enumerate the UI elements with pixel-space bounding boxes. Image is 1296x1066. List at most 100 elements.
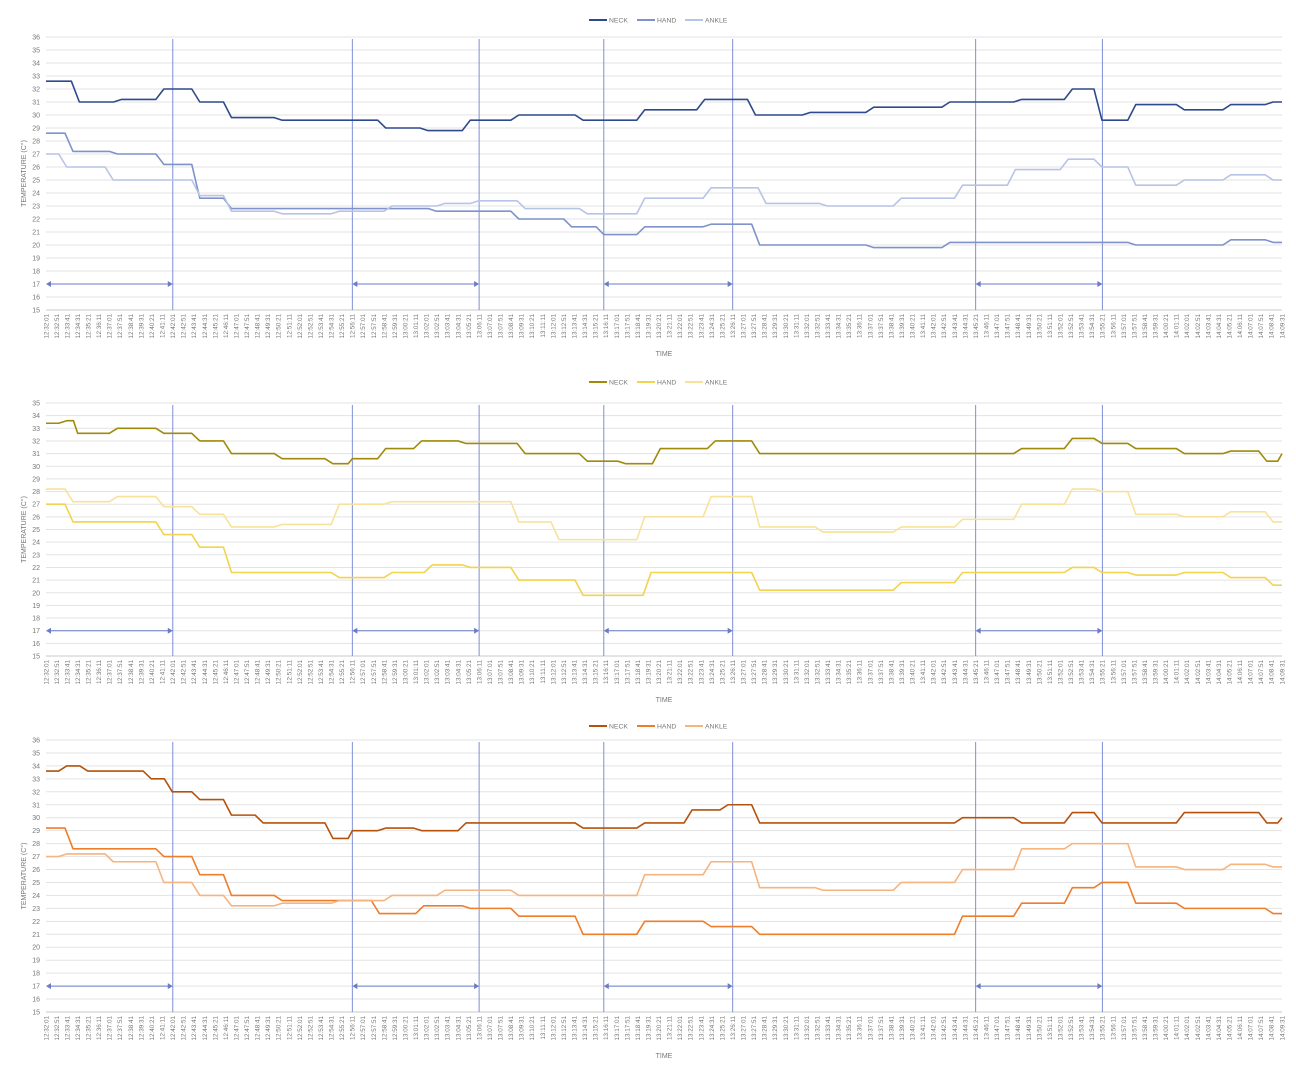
legend-entry-neck: NECK	[589, 724, 628, 731]
y-tick-label: 31	[32, 451, 40, 458]
legend-label: NECK	[609, 380, 628, 387]
x-tick-label: 13:21:11	[667, 660, 674, 685]
x-tick-label: 13:53:41	[1079, 660, 1086, 685]
x-tick-label: 14:07:51	[1258, 660, 1265, 685]
x-tick-label: 13:38:41	[888, 1016, 895, 1041]
x-tick-label: 13:48:41	[1015, 660, 1022, 685]
x-tick-label: 13:11:11	[540, 314, 547, 338]
x-tick-label: 13:28:41	[762, 1016, 769, 1041]
y-tick-label: 33	[32, 776, 40, 783]
x-tick-label: 13:37:01	[867, 314, 874, 339]
x-tick-label: 13:05:21	[466, 314, 473, 339]
interval-arrow-head-right	[727, 627, 733, 634]
interval-arrow-head-left	[975, 281, 981, 287]
x-tick-label: 12:45:21	[212, 1016, 219, 1041]
x-tick-label: 13:18:41	[635, 660, 642, 685]
x-tick-label: 12:54:31	[329, 1016, 336, 1041]
x-tick-label: 13:06:11	[476, 1016, 483, 1041]
x-tick-label: 12:34:31	[75, 660, 82, 685]
x-tick-label: 13:04:31	[455, 660, 462, 685]
y-tick-label: 17	[32, 628, 40, 635]
x-tick-label: 13:30:21	[783, 660, 790, 685]
y-tick-label: 17	[32, 984, 40, 991]
interval-arrow	[603, 983, 733, 990]
x-tick-label: 13:05:21	[466, 660, 473, 685]
x-tick-label: 14:07:51	[1258, 1016, 1265, 1041]
y-tick-label: 20	[32, 243, 40, 250]
x-tick-label: 13:17:51	[624, 314, 631, 339]
x-tick-label: 13:12:01	[550, 660, 557, 685]
x-tick-label: 12:56:11	[350, 1016, 357, 1041]
x-tick-label: 13:02:01	[424, 660, 431, 685]
x-tick-label: 13:37:51	[878, 1016, 885, 1041]
x-tick-label: 13:26:11	[730, 1016, 737, 1041]
x-tick-label: 14:02:51	[1195, 314, 1202, 339]
x-tick-label: 13:47:01	[994, 660, 1001, 685]
x-tick-label: 13:56:11	[1110, 314, 1117, 339]
x-tick-label: 13:14:31	[582, 314, 589, 339]
x-tick-label: 12:42:51	[181, 660, 188, 685]
x-tick-label: 12:37:51	[117, 314, 124, 339]
x-tick-label: 13:54:31	[1089, 1016, 1096, 1041]
x-tick-label: 13:09:31	[519, 314, 526, 339]
x-tick-label: 13:37:51	[878, 660, 885, 685]
x-tick-label: 13:31:11	[793, 1016, 800, 1041]
x-tick-label: 12:37:01	[107, 660, 114, 685]
x-tick-label: 14:02:01	[1184, 1016, 1191, 1041]
y-tick-label: 29	[32, 126, 40, 133]
interval-arrow-head-right	[1097, 627, 1103, 634]
y-tick-label: 31	[32, 100, 40, 107]
x-tick-label: 12:46:11	[223, 1016, 230, 1041]
interval-arrow-head-left	[46, 281, 51, 287]
x-tick-label: 13:29:31	[772, 1016, 779, 1041]
x-tick-label: 12:33:41	[64, 314, 71, 339]
x-tick-label: 13:12:51	[561, 1016, 568, 1041]
x-tick-label: 13:57:51	[1131, 660, 1138, 685]
x-tick-label: 13:19:31	[645, 1016, 652, 1041]
x-tick-label: 13:18:41	[635, 314, 642, 339]
series-line-neck	[46, 80, 1282, 132]
y-tick-label: 19	[32, 256, 40, 263]
x-tick-label: 13:19:31	[645, 314, 652, 339]
x-tick-label: 13:54:31	[1089, 660, 1096, 685]
x-tick-label: 12:54:31	[329, 314, 336, 339]
interval-arrow-head-right	[474, 983, 480, 990]
x-axis-title: TIME	[656, 1053, 673, 1060]
x-tick-label: 13:23:41	[698, 660, 705, 685]
x-tick-label: 12:53:41	[318, 1016, 325, 1041]
y-tick-label: 17	[32, 282, 40, 289]
x-tick-label: 13:15:21	[593, 660, 600, 685]
x-tick-label: 13:22:51	[688, 1016, 695, 1041]
x-tick-label: 12:57:51	[371, 660, 378, 685]
x-tick-label: 13:03:41	[445, 314, 452, 339]
y-tick-label: 29	[32, 476, 40, 483]
y-tick-label: 16	[32, 641, 40, 648]
x-tick-label: 13:40:21	[910, 1016, 917, 1041]
interval-arrow-head-right	[727, 983, 733, 990]
x-tick-label: 12:37:01	[107, 314, 114, 339]
y-tick-label: 24	[32, 540, 40, 547]
y-tick-label: 26	[32, 514, 40, 521]
y-tick-label: 27	[32, 854, 40, 861]
x-tick-label: 13:49:31	[1026, 660, 1033, 685]
x-tick-label: 13:05:21	[466, 1016, 473, 1041]
x-tick-label: 12:38:41	[128, 660, 135, 685]
x-tick-label: 14:01:11	[1174, 1016, 1181, 1041]
x-tick-label: 13:13:41	[572, 314, 579, 339]
x-tick-label: 12:41:11	[160, 1016, 167, 1041]
x-tick-label: 13:52:01	[1057, 314, 1064, 339]
y-tick-label: 18	[32, 269, 40, 276]
x-tick-label: 13:12:01	[550, 1016, 557, 1041]
legend-label: NECK	[609, 18, 628, 25]
x-tick-label: 12:35:21	[86, 660, 93, 685]
y-tick-label: 32	[32, 87, 40, 94]
x-tick-label: 13:26:11	[730, 314, 737, 339]
x-tick-label: 13:50:21	[1036, 1016, 1043, 1041]
x-tick-label: 13:41:11	[920, 1016, 927, 1041]
x-tick-label: 13:52:51	[1068, 660, 1075, 685]
x-tick-label: 13:41:11	[920, 314, 927, 339]
y-tick-label: 33	[32, 74, 40, 81]
interval-arrow-head-right	[474, 281, 480, 287]
interval-arrow-head-right	[167, 627, 173, 634]
x-tick-label: 13:00:21	[402, 660, 409, 685]
